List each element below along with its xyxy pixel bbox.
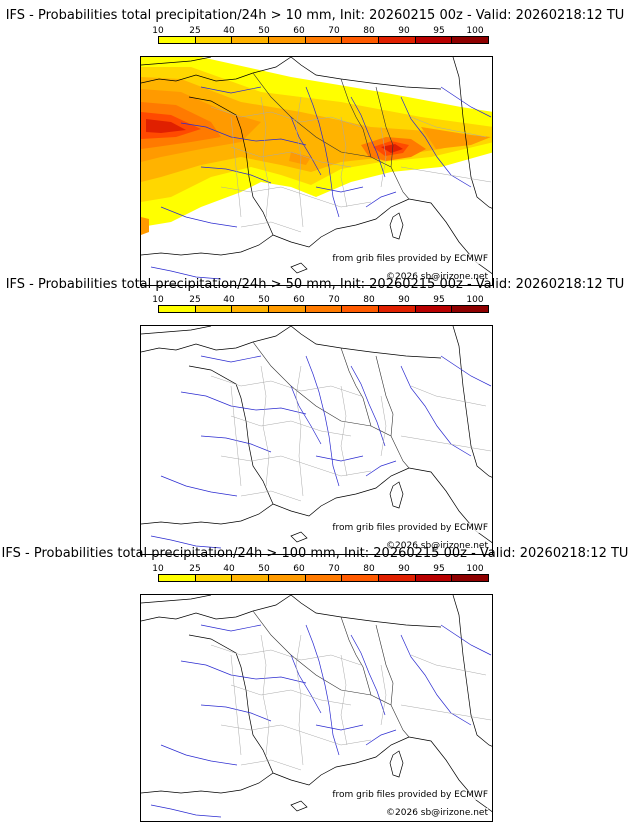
colorbar-tick: 90	[398, 564, 410, 574]
colorbar-tick: 25	[189, 295, 201, 305]
probability-colorbar: 10 25 40 50 60 70 80 90 95 100	[152, 295, 489, 321]
colorbar-tick: 90	[398, 26, 410, 36]
colorbar-swatch	[415, 575, 453, 581]
colorbar-swatch	[379, 306, 416, 312]
copyright: ©2026 sb@irizone.net	[386, 272, 488, 282]
map-france: from grib files provided by ECMWF ©2026 …	[140, 325, 493, 555]
colorbar-swatch	[415, 306, 453, 312]
colorbar-swatches	[158, 305, 489, 313]
colorbar-swatch	[415, 37, 453, 43]
data-credit: from grib files provided by ECMWF	[332, 523, 488, 533]
chart-title: IFS - Probabilities total precipitation/…	[5, 8, 625, 23]
colorbar-tick: 95	[433, 26, 445, 36]
colorbar-swatch	[232, 306, 270, 312]
panel-100mm: IFS - Probabilities total precipitation/…	[0, 546, 630, 822]
colorbar-tick: 60	[293, 295, 305, 305]
colorbar-tick: 10	[152, 295, 164, 305]
panel-50mm: IFS - Probabilities total precipitation/…	[0, 277, 630, 555]
colorbar-tick: 95	[433, 564, 445, 574]
colorbar-swatches	[158, 574, 489, 582]
colorbar-tick: 95	[433, 295, 445, 305]
colorbar-swatch	[379, 575, 416, 581]
precip-map-svg	[141, 326, 492, 549]
colorbar-swatches	[158, 36, 489, 44]
colorbar-tick: 70	[328, 26, 340, 36]
colorbar-tick: 50	[258, 564, 270, 574]
colorbar-swatch	[379, 37, 416, 43]
data-credit: from grib files provided by ECMWF	[332, 254, 488, 264]
colorbar-tick: 25	[189, 564, 201, 574]
colorbar-tick: 60	[293, 26, 305, 36]
colorbar-swatch	[195, 575, 233, 581]
copyright: ©2026 sb@irizone.net	[386, 808, 488, 818]
colorbar-tick: 25	[189, 26, 201, 36]
colorbar-swatch	[159, 306, 196, 312]
probability-colorbar: 10 25 40 50 60 70 80 90 95 100	[152, 26, 489, 52]
colorbar-swatch	[305, 575, 343, 581]
map-france: from grib files provided by ECMWF ©2026 …	[140, 594, 493, 822]
chart-title: IFS - Probabilities total precipitation/…	[1, 546, 629, 561]
copyright: ©2026 sb@irizone.net	[386, 541, 488, 551]
colorbar-tick: 40	[223, 26, 235, 36]
colorbar-tick: 40	[223, 564, 235, 574]
precip-map-svg	[141, 57, 492, 280]
colorbar-swatch	[452, 37, 489, 43]
colorbar-swatch	[305, 306, 343, 312]
colorbar-tick: 70	[328, 564, 340, 574]
chart-title: IFS - Probabilities total precipitation/…	[5, 277, 625, 292]
colorbar-tick: 80	[363, 295, 375, 305]
colorbar-tick: 60	[293, 564, 305, 574]
colorbar-swatch	[232, 37, 270, 43]
colorbar-swatch	[232, 575, 270, 581]
colorbar-tick: 80	[363, 564, 375, 574]
colorbar-tick: 100	[466, 564, 484, 574]
colorbar-tick: 10	[152, 26, 164, 36]
colorbar-swatch	[452, 575, 489, 581]
colorbar-tick: 100	[466, 295, 484, 305]
map-france: from grib files provided by ECMWF ©2026 …	[140, 56, 493, 286]
colorbar-swatch	[342, 37, 380, 43]
colorbar-swatch	[195, 306, 233, 312]
precip-map-svg	[141, 595, 492, 818]
colorbar-swatch	[452, 306, 489, 312]
colorbar-tick: 50	[258, 26, 270, 36]
colorbar-tick: 80	[363, 26, 375, 36]
colorbar-swatch	[159, 575, 196, 581]
colorbar-swatch	[269, 37, 306, 43]
colorbar-tick: 90	[398, 295, 410, 305]
colorbar-tick: 40	[223, 295, 235, 305]
colorbar-swatch	[269, 575, 306, 581]
colorbar-swatch	[269, 306, 306, 312]
colorbar-swatch	[342, 306, 380, 312]
colorbar-swatch	[195, 37, 233, 43]
precip-probability-field	[141, 57, 492, 235]
probability-colorbar: 10 25 40 50 60 70 80 90 95 100	[152, 564, 489, 590]
colorbar-tick: 10	[152, 564, 164, 574]
colorbar-swatch	[342, 575, 380, 581]
colorbar-swatch	[159, 37, 196, 43]
colorbar-swatch	[305, 37, 343, 43]
colorbar-tick: 50	[258, 295, 270, 305]
colorbar-tick: 70	[328, 295, 340, 305]
data-credit: from grib files provided by ECMWF	[332, 790, 488, 800]
colorbar-tick: 100	[466, 26, 484, 36]
panel-10mm: IFS - Probabilities total precipitation/…	[0, 8, 630, 286]
